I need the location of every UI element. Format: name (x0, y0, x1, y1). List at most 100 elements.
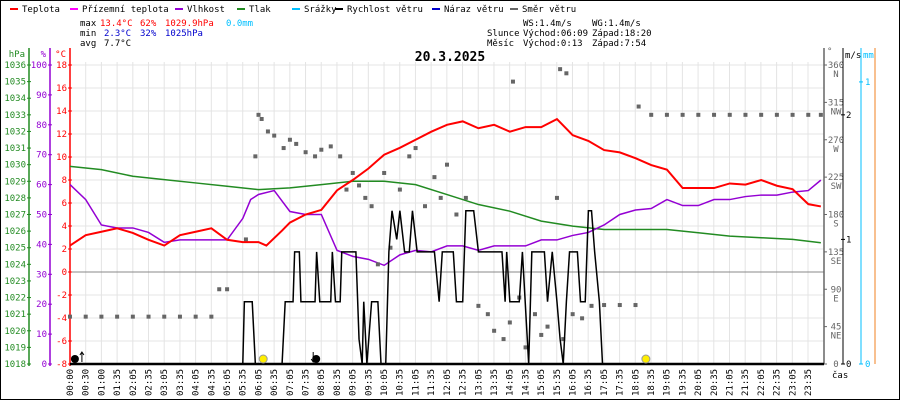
grid (69, 62, 824, 365)
x-tick-label: 23:05 (788, 369, 798, 396)
wind-direction-point (99, 314, 104, 319)
wind-direction-point (463, 195, 468, 200)
legend-label: Tlak (249, 5, 271, 15)
dir-tick-label: 45 (831, 323, 842, 333)
legend-label: Náraz větru (444, 5, 504, 15)
x-tick-label: 04:05 (192, 369, 202, 396)
legend-label: Srážky (304, 5, 337, 15)
wind-direction-point (727, 112, 732, 117)
wind-direction-point (539, 332, 544, 337)
dir-tick-label: 0 (833, 360, 838, 370)
wind-axis-unit: m/s (845, 51, 861, 61)
rain-axis-unit: mm (863, 51, 874, 61)
x-tick-label: 00:30 (82, 369, 92, 396)
hum-tick-label: 20 (36, 300, 47, 310)
x-tick-label: 03:05 (160, 369, 170, 396)
wind-direction-point (523, 345, 528, 350)
wind-direction-point (243, 237, 248, 242)
press-axis-unit: hPa (9, 50, 25, 60)
wind-direction-point (209, 314, 214, 319)
x-tick-label: 20:35 (710, 369, 720, 396)
x-tick-label: 21:35 (741, 369, 751, 396)
wind-direction-point (492, 328, 497, 333)
hum-tick-label: 70 (36, 151, 47, 161)
wind-direction-point (545, 324, 550, 329)
press-tick-label: 1018 (4, 360, 26, 370)
wind-direction-point (438, 195, 443, 200)
sun-marker-icon (258, 354, 268, 364)
wind-direction-point (507, 320, 512, 325)
x-tick-label: 12:35 (459, 369, 469, 396)
x-axis-label: čas (832, 370, 848, 381)
wind-direction-point (363, 195, 368, 200)
hum-tick-label: 10 (36, 330, 47, 340)
dir-tick-direction: SW (831, 182, 842, 192)
temp-tick-label: 0 (62, 268, 67, 278)
rain-tick-label: 0 (865, 360, 870, 370)
legend-label: Vlhkost (187, 5, 225, 15)
stats-max-hum: 62% (140, 19, 157, 29)
press-tick-label: 1026 (4, 227, 26, 237)
press-tick-label: 1033 (4, 111, 26, 121)
temp-tick-label: 4 (62, 222, 67, 232)
x-tick-label: 13:35 (490, 369, 500, 396)
wind-direction-point (382, 170, 387, 175)
dir-tick-label: 225 (828, 173, 844, 183)
x-tick-label: 05:05 (223, 369, 233, 396)
wind-direction-point (350, 170, 355, 175)
moonrise-value: Východ:0:13 (523, 39, 583, 49)
wind-direction-point (818, 112, 823, 117)
dir-axis-unit: ° (827, 47, 832, 57)
x-tick-label: 09:35 (364, 369, 374, 396)
x-tick-label: 00:00 (66, 369, 76, 396)
press-tick-label: 1021 (4, 310, 26, 320)
rain-tick-label: 1 (865, 78, 870, 88)
x-tick-label: 22:05 (757, 369, 767, 396)
press-tick-label: 1025 (4, 244, 26, 254)
wind-direction-point (146, 314, 151, 319)
wind-direction-point (680, 112, 685, 117)
stats-min-temp: 2.3°C (104, 29, 131, 39)
x-tick-label: 15:05 (537, 369, 547, 396)
moonset-arrow-icon (310, 352, 316, 363)
humidity-line (69, 179, 822, 267)
x-tick-label: 23:35 (804, 369, 814, 396)
pressure-line (69, 165, 821, 244)
press-tick-label: 1032 (4, 127, 26, 137)
x-tick-label: 11:35 (427, 369, 437, 396)
wind-direction-point (501, 337, 506, 342)
moonrise-arrow-icon (79, 351, 85, 362)
wind-direction-point (217, 287, 222, 292)
wind-direction-point (617, 303, 622, 308)
temp-tick-label: 2 (62, 245, 67, 255)
press-tick-label: 1027 (4, 211, 26, 221)
sun-label: Slunce (487, 29, 520, 39)
wind-direction-point (564, 71, 569, 76)
wind-direction-point (510, 79, 515, 84)
wind-direction-point (558, 67, 563, 72)
wind-direction-point (445, 162, 449, 167)
hum-tick-label: 80 (36, 121, 47, 131)
wind-direction-point (177, 314, 182, 319)
wind-direction-point (313, 154, 318, 159)
stats-avg-temp: 7.7°C (104, 39, 131, 49)
wind-direction-point (83, 314, 88, 319)
wind-direction-point (272, 133, 277, 138)
press-tick-label: 1020 (4, 327, 26, 337)
hum-tick-label: 0 (42, 360, 47, 370)
wind-direction-point (554, 195, 559, 200)
stats-block: max 13.4°C 62% 1029.9hPa 0.0mm min 2.3°C… (80, 19, 253, 49)
wind-tick-label: 2 (846, 111, 851, 121)
stats-avg-label: avg (80, 39, 96, 49)
x-tick-label: 09:05 (349, 369, 359, 396)
wind-speed-line (70, 210, 824, 365)
wind-direction-point (806, 112, 811, 117)
stats-max-rain: 0.0mm (226, 19, 253, 29)
wind-direction-point (532, 312, 537, 317)
x-tick-label: 02:35 (145, 369, 155, 396)
wind-direction-point (328, 144, 333, 149)
hum-tick-label: 30 (36, 270, 47, 280)
x-tick-label: 06:35 (270, 369, 280, 396)
wind-direction-point (454, 212, 459, 217)
press-tick-label: 1019 (4, 343, 26, 353)
